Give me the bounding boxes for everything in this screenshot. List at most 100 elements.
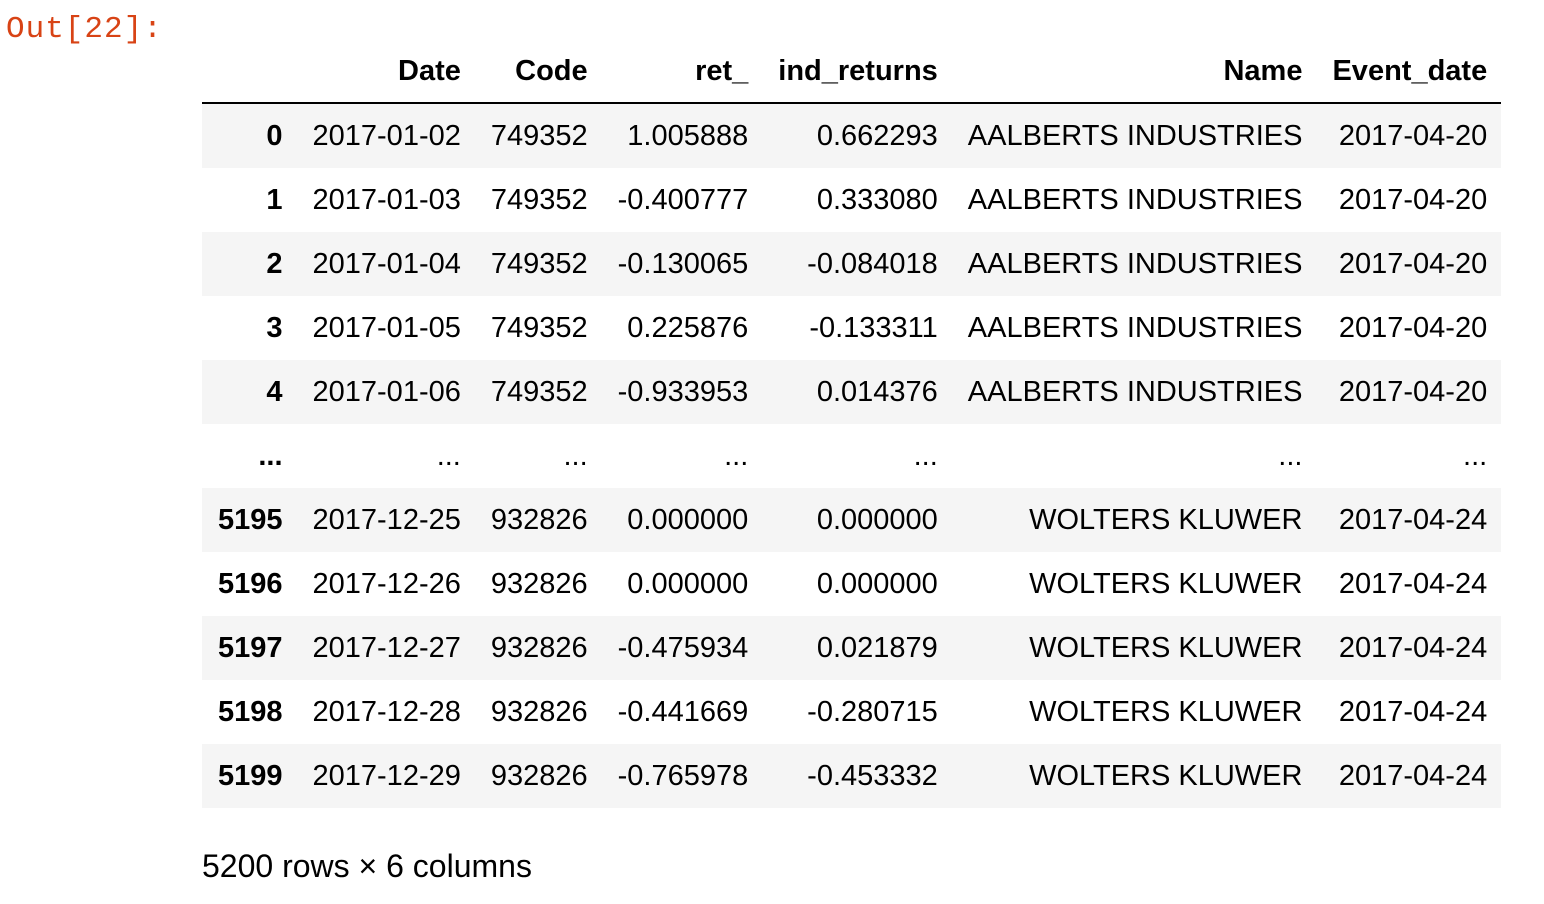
cell-ret: ... [724,439,749,472]
table-row: 5198 2017-12-28 932826 -0.441669 -0.2807… [202,680,1501,744]
dataframe-shape: 5200 rows × 6 columns [202,848,532,884]
dataframe-output: Date Code ret_ ind_returns Name Event_da… [202,40,1502,808]
cell-date: 2017-01-05 [312,311,461,344]
row-index: 3 [266,311,283,344]
index-header [202,40,297,104]
cell-event-date: 2017-04-20 [1338,311,1488,344]
dataframe-table: Date Code ret_ ind_returns Name Event_da… [202,40,1502,808]
header-row: Date Code ret_ ind_returns Name Event_da… [202,40,1502,104]
cell-name: WOLTERS KLUWER [1029,567,1303,600]
cell-date: 2017-01-02 [312,119,461,152]
row-index: 5197 [218,631,283,664]
cell-name: WOLTERS KLUWER [1029,503,1303,536]
cell-ret: -0.130065 [617,247,749,280]
cell-event-date: 2017-04-24 [1338,567,1488,600]
cell-event-date: ... [1463,439,1488,472]
cell-ind-returns: -0.280715 [807,695,938,728]
cell-code: 932826 [490,503,588,536]
table-row: 2 2017-01-04 749352 -0.130065 -0.084018 … [202,232,1502,296]
cell-event-date: 2017-04-20 [1338,247,1488,280]
cell-ind-returns: 0.000000 [816,567,938,600]
cell-event-date: 2017-04-20 [1338,183,1488,216]
row-index: 0 [266,119,283,152]
column-header-date: Date [296,40,475,104]
row-index: 5198 [218,695,283,728]
table-body: 0 2017-01-02 749352 1.005888 0.662293 AA… [202,103,1502,808]
cell-name: WOLTERS KLUWER [1029,695,1303,728]
row-index: 4 [266,375,283,408]
cell-code: 932826 [490,759,588,792]
cell-ind-returns: 0.014376 [816,375,938,408]
cell-date: 2017-12-27 [312,631,461,664]
cell-ret: -0.441669 [617,695,749,728]
column-header-code: Code [474,40,602,104]
cell-code: ... [563,439,588,472]
cell-date: 2017-01-04 [312,247,461,280]
table-row: 0 2017-01-02 749352 1.005888 0.662293 AA… [202,103,1502,168]
cell-ind-returns: 0.662293 [816,119,938,152]
row-index: 5199 [218,759,283,792]
cell-ind-returns: 0.000000 [816,503,938,536]
column-header-ret: ret_ [601,40,763,104]
cell-ind-returns: 0.021879 [816,631,938,664]
cell-code: 749352 [490,247,588,280]
row-index: 5196 [218,567,283,600]
cell-event-date: 2017-04-20 [1338,375,1488,408]
table-row: 5196 2017-12-26 932826 0.000000 0.000000… [202,552,1501,616]
cell-name: AALBERTS INDUSTRIES [967,119,1303,152]
cell-code: 749352 [490,375,588,408]
table-row: 1 2017-01-03 749352 -0.400777 0.333080 A… [202,168,1501,232]
cell-event-date: 2017-04-24 [1338,503,1488,536]
table-header: Date Code ret_ ind_returns Name Event_da… [202,40,1502,104]
column-header-ind-returns: ind_returns [762,40,952,104]
cell-ind-returns: -0.133311 [809,311,938,344]
cell-event-date: 2017-04-24 [1338,631,1488,664]
cell-ind-returns: 0.333080 [816,183,938,216]
row-index: 2 [266,247,283,280]
cell-name: AALBERTS INDUSTRIES [967,183,1303,216]
cell-code: 932826 [490,567,588,600]
cell-ret: -0.475934 [617,631,749,664]
cell-date: 2017-12-25 [312,503,461,536]
table-row: 4 2017-01-06 749352 -0.933953 0.014376 A… [202,360,1502,424]
cell-date: 2017-12-26 [312,567,461,600]
cell-date: 2017-12-29 [312,759,461,792]
cell-event-date: 2017-04-24 [1338,695,1488,728]
cell-date: 2017-01-03 [312,183,461,216]
cell-ret: 1.005888 [627,119,749,152]
table-row: 3 2017-01-05 749352 0.225876 -0.133311 A… [202,296,1501,360]
column-header-event-date: Event_date [1316,40,1502,104]
cell-code: 749352 [490,183,588,216]
cell-name: WOLTERS KLUWER [1029,759,1303,792]
cell-name: AALBERTS INDUSTRIES [967,311,1303,344]
cell-date: 2017-12-28 [312,695,461,728]
cell-name: WOLTERS KLUWER [1029,631,1303,664]
cell-event-date: 2017-04-24 [1338,759,1488,792]
row-index: ... [258,439,283,472]
cell-ret: 0.000000 [627,503,749,536]
row-index: 5195 [218,503,283,536]
cell-ret: 0.000000 [627,567,749,600]
cell-date: ... [436,439,461,472]
cell-ind-returns: ... [913,439,938,472]
row-index: 1 [266,183,283,216]
column-header-name: Name [951,40,1317,104]
cell-ret: 0.225876 [627,311,749,344]
cell-event-date: 2017-04-20 [1338,119,1488,152]
table-row: 5199 2017-12-29 932826 -0.765978 -0.4533… [202,744,1502,808]
ellipsis-row: ... ... ... ... ... ... ... [202,424,1501,488]
cell-name: AALBERTS INDUSTRIES [967,247,1303,280]
cell-code: 749352 [490,311,588,344]
cell-ind-returns: -0.453332 [807,759,938,792]
cell-ind-returns: -0.084018 [807,247,938,280]
cell-name: ... [1278,439,1303,472]
cell-date: 2017-01-06 [312,375,461,408]
table-row: 5195 2017-12-25 932826 0.000000 0.000000… [202,488,1502,552]
cell-code: 932826 [490,631,588,664]
cell-code: 749352 [490,119,588,152]
table-row: 5197 2017-12-27 932826 -0.475934 0.02187… [202,616,1502,680]
cell-code: 932826 [490,695,588,728]
cell-ret: -0.933953 [617,375,749,408]
cell-ret: -0.765978 [617,759,749,792]
cell-ret: -0.400777 [617,183,749,216]
